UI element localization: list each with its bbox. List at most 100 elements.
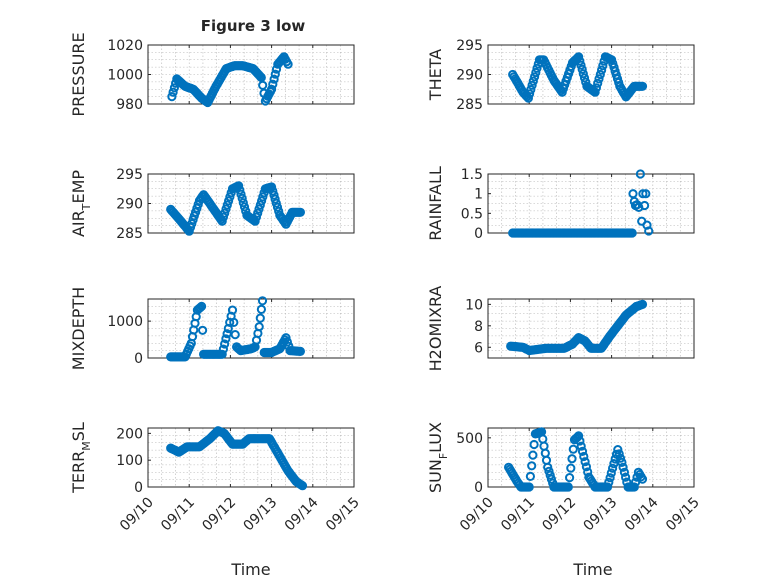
data-point (638, 189, 648, 199)
data-point (629, 482, 639, 492)
subplot-mixdepth: 1000 0 MIXDEPTH (69, 287, 355, 370)
x-tick-label: 09/12 (199, 495, 239, 535)
data-point (605, 473, 615, 483)
data-point (218, 212, 228, 222)
y-axis-label: THETA (426, 49, 445, 101)
data-point (255, 313, 265, 323)
y-tick-label: 1.5 (461, 167, 483, 183)
data-point (577, 446, 588, 456)
y-tick-label: 1020 (107, 38, 143, 54)
data-point (527, 461, 537, 471)
data-point (575, 56, 585, 66)
data-point (543, 462, 553, 472)
data-point (577, 64, 587, 75)
data-point (269, 74, 279, 84)
x-tick-label: 09/13 (241, 495, 281, 535)
data-point (238, 198, 248, 208)
data-point (297, 481, 308, 491)
data-point (227, 305, 238, 315)
x-tick-label: 09/10 (117, 495, 157, 535)
data-point (254, 204, 264, 214)
data-point (253, 208, 263, 218)
y-tick-label: 0 (474, 226, 483, 242)
y-tick-label: 10 (465, 297, 483, 313)
data-point (529, 439, 539, 450)
data-point (619, 467, 630, 477)
data-point (641, 189, 651, 199)
x-axis-label-right: Time (572, 560, 612, 579)
data-point (239, 202, 250, 212)
data-point (581, 462, 592, 472)
y-tick-label: 0 (134, 351, 143, 367)
y-axis-label: RAINFALL (426, 166, 445, 241)
x-tick-label: 09/15 (663, 495, 703, 535)
data-point (597, 65, 607, 75)
data-point (251, 212, 261, 222)
y-tick-label: 285 (456, 97, 483, 113)
y-tick-label: 6 (474, 340, 483, 356)
data-point (615, 453, 626, 463)
subplot-h2omixra: 10 8 6 H2OMIXRA (426, 286, 695, 372)
axes-frame (487, 298, 695, 359)
data-point (574, 431, 584, 441)
data-point (217, 216, 227, 226)
data-point (613, 445, 623, 455)
y-tick-label: 100 (116, 453, 143, 469)
data-point (295, 346, 305, 356)
data-point (217, 349, 227, 359)
y-tick-label: 1000 (107, 314, 143, 330)
y-axis-label-main: SUN (426, 459, 445, 493)
data-point (270, 69, 280, 79)
axes-frame (147, 298, 355, 359)
x-tick-label: 09/11 (158, 495, 198, 535)
data-point (295, 207, 305, 217)
subplot-sun-flux: 500 0 SUNFLUX 09/10 09/11 09/12 09/13 09/14 09/1… (426, 422, 703, 534)
data-point (525, 471, 536, 481)
data-point (617, 457, 627, 467)
data-point (269, 190, 279, 200)
subplot-air-temp: 295 290 285 AIRTEMP (69, 167, 355, 242)
data-point (256, 304, 266, 314)
y-axis-label: MIXDEPTH (69, 287, 88, 370)
data-point (640, 200, 650, 211)
y-axis-label-subscript: M (80, 441, 93, 451)
data-point (541, 455, 552, 465)
y-axis-label-main: TERR (69, 451, 88, 494)
data-point (565, 473, 575, 483)
y-axis-label-tail: SL (69, 422, 88, 441)
data-point (258, 192, 268, 202)
data-point (606, 468, 616, 478)
data-point (608, 463, 618, 473)
x-tick-label: 09/13 (581, 495, 621, 535)
data-point (283, 59, 293, 69)
y-tick-label: 500 (456, 431, 483, 447)
y-tick-label: 285 (116, 226, 143, 242)
data-point (221, 334, 231, 344)
data-point (271, 198, 281, 208)
x-tick-label: 09/12 (539, 495, 579, 535)
data-point (531, 67, 541, 78)
data-point (267, 84, 277, 94)
data-point (230, 330, 240, 340)
data-point (637, 474, 648, 484)
data-point (528, 450, 538, 460)
x-tick-label: 09/11 (498, 495, 538, 535)
data-point (234, 181, 244, 191)
y-axis-label: PRESSURE (69, 32, 88, 116)
data-point (224, 196, 234, 206)
data-point (270, 194, 280, 204)
data-point (197, 301, 207, 311)
y-axis-label: H2OMIXRA (426, 286, 445, 372)
data-point (254, 322, 264, 332)
data-point (546, 474, 557, 484)
y-axis-label-main: MIXDEPTH (69, 287, 88, 370)
y-axis-label-main: H2OMIXRA (426, 286, 445, 372)
data-point (595, 69, 605, 80)
data-point (235, 185, 245, 195)
data-point (268, 186, 278, 196)
data-point (593, 78, 603, 88)
data-point (281, 333, 291, 343)
data-point (590, 87, 600, 97)
data-point (602, 482, 613, 492)
y-tick-label: 8 (474, 319, 483, 335)
